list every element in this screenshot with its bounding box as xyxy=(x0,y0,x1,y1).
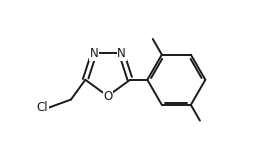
Text: N: N xyxy=(90,47,98,60)
Text: N: N xyxy=(117,47,126,60)
Text: O: O xyxy=(103,90,112,103)
Text: Cl: Cl xyxy=(36,102,48,114)
